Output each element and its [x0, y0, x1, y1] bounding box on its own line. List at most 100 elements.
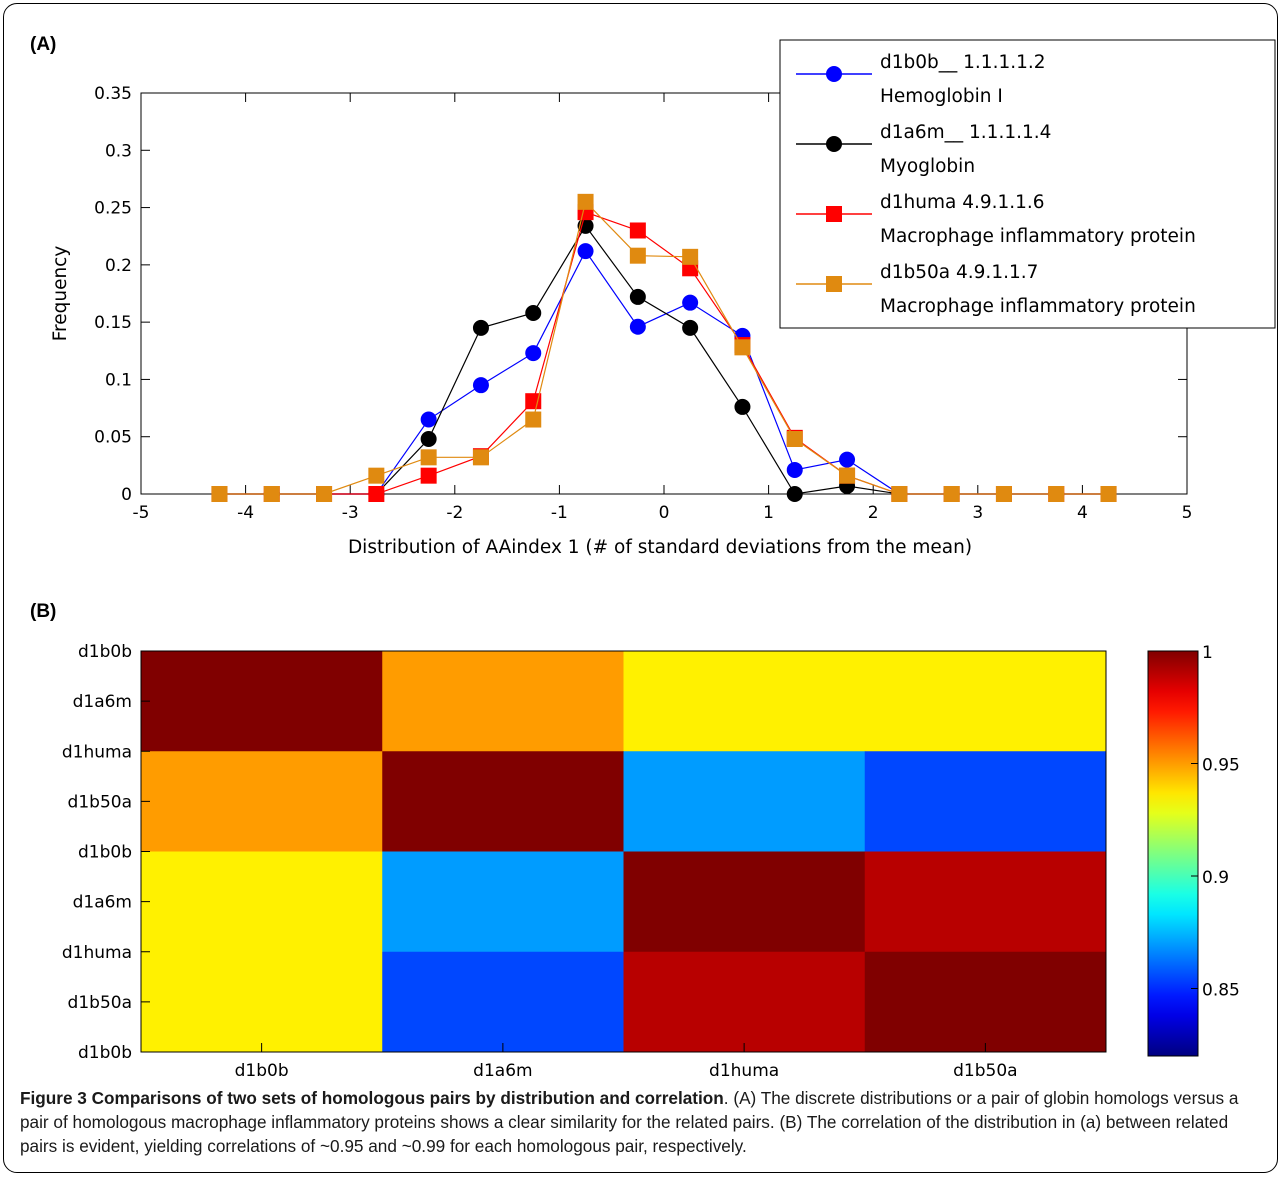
data-point [420, 467, 437, 484]
y-tick-label: 0.3 [105, 141, 132, 161]
heatmap-cell [623, 951, 866, 1053]
data-point [1100, 486, 1117, 502]
y-tick-label: d1b0b [78, 642, 132, 662]
data-point [629, 318, 646, 335]
heatmap-cell [382, 851, 624, 953]
data-point [629, 222, 646, 239]
colorbar-tick-label: 0.95 [1202, 756, 1240, 776]
legend-marker [826, 276, 842, 292]
heatmap-cell [623, 751, 866, 852]
data-point [734, 339, 751, 356]
legend-label-line2: Macrophage inflammatory protein [880, 226, 1196, 247]
panel-a-label: (A) [30, 34, 56, 55]
legend-label-line2: Hemoglobin I [880, 86, 1003, 107]
y-tick-label: 0.15 [94, 313, 132, 333]
data-point [525, 345, 542, 362]
heatmap-cell [141, 651, 383, 752]
figure-frame [3, 3, 1278, 1173]
data-point [577, 217, 594, 234]
x-tick-label: -2 [446, 503, 463, 523]
data-point [263, 486, 280, 502]
y-tick-label: d1b0b [78, 843, 132, 863]
caption-title: Figure 3 Comparisons of two sets of homo… [20, 1088, 724, 1108]
data-point [629, 247, 646, 264]
data-point [420, 449, 437, 466]
data-point [839, 451, 856, 468]
x-tick-label: 4 [1077, 503, 1088, 523]
y-tick-label: d1a6m [73, 893, 132, 913]
x-tick-label: d1huma [709, 1061, 779, 1080]
data-point [943, 486, 960, 502]
legend-label: d1huma 4.9.1.1.6 [880, 192, 1045, 213]
heatmap-cell [382, 651, 624, 752]
heatmap-cell [382, 751, 624, 852]
y-tick-label: d1b50a [68, 993, 132, 1013]
legend-label-line2: Macrophage inflammatory protein [880, 296, 1196, 317]
data-point [734, 398, 751, 415]
data-point [316, 486, 333, 502]
x-axis-label: Distribution of AAindex 1 (# of standard… [348, 537, 972, 558]
legend-label: d1b0b__ 1.1.1.1.2 [880, 52, 1046, 73]
legend-label: d1a6m__ 1.1.1.1.4 [880, 122, 1051, 143]
x-tick-label: 5 [1182, 503, 1193, 523]
data-point [420, 411, 437, 428]
figure-caption: Figure 3 Comparisons of two sets of homo… [20, 1086, 1270, 1158]
heatmap-cell [864, 751, 1107, 852]
data-point [577, 243, 594, 260]
x-tick-label: -3 [342, 503, 359, 523]
y-tick-label: 0.2 [105, 256, 132, 276]
x-tick-label: 2 [868, 503, 879, 523]
heatmap-cell [864, 851, 1107, 953]
heatmap-cell [623, 651, 866, 752]
colorbar [1147, 650, 1199, 1057]
data-point [420, 431, 437, 448]
data-point [839, 467, 856, 484]
legend-marker [826, 136, 842, 152]
data-point [995, 486, 1012, 502]
colorbar-tick-label: 1 [1202, 643, 1213, 663]
data-point [1048, 486, 1065, 502]
y-tick-label: d1huma [62, 943, 132, 963]
data-point [786, 486, 803, 502]
data-point [211, 486, 228, 502]
y-tick-label: d1b50a [68, 792, 132, 812]
heatmap-cell [141, 951, 383, 1053]
legend-label-line2: Myoglobin [880, 156, 975, 177]
x-tick-label: -4 [237, 503, 254, 523]
colorbar-tick-label: 0.85 [1202, 981, 1240, 1001]
data-point [786, 431, 803, 448]
line-chart: -5 -4 -3 -2 -1 0 1 2 3 4 5 0 0.05 0.1 0.15 0.2 0.25 0.3 0.… [50, 39, 1276, 558]
heatmap-chart: d1b0b d1a6m d1huma d1b50a d1b0b d1a6m d1huma d1… [62, 642, 1240, 1080]
x-tick-label: d1a6m [473, 1061, 532, 1080]
colorbar-tick-label: 0.9 [1202, 868, 1229, 888]
heatmap-cell [141, 851, 383, 953]
y-tick-label: 0.35 [94, 84, 132, 104]
heatmap-cell [623, 851, 866, 953]
data-point [472, 319, 489, 336]
x-tick-label: d1b50a [953, 1061, 1017, 1080]
y-tick-label: 0.25 [94, 199, 132, 219]
y-tick-label: d1huma [62, 742, 132, 762]
data-point [682, 319, 699, 336]
data-point [786, 461, 803, 478]
series-line [219, 200, 1109, 495]
data-point [368, 467, 385, 484]
y-tick-label: d1b0b [78, 1043, 132, 1063]
data-point [629, 288, 646, 305]
data-point [368, 486, 385, 502]
heatmap-cell [864, 951, 1107, 1053]
data-point [472, 449, 489, 466]
y-tick-label: d1a6m [73, 692, 132, 712]
y-tick-label: 0.05 [94, 428, 132, 448]
data-point [525, 411, 542, 428]
y-tick-label: 0.1 [105, 370, 132, 390]
data-point [472, 377, 489, 394]
x-tick-label: -1 [551, 503, 568, 523]
x-tick-label: 1 [763, 503, 774, 523]
caption-text: . (A) The discrete distributions or a pa… [20, 1088, 1239, 1156]
heatmap-cell [864, 651, 1107, 752]
heatmap-cell [141, 751, 383, 852]
data-point [891, 486, 908, 502]
y-tick-label: 0 [121, 485, 132, 505]
x-tick-label: -5 [133, 503, 150, 523]
